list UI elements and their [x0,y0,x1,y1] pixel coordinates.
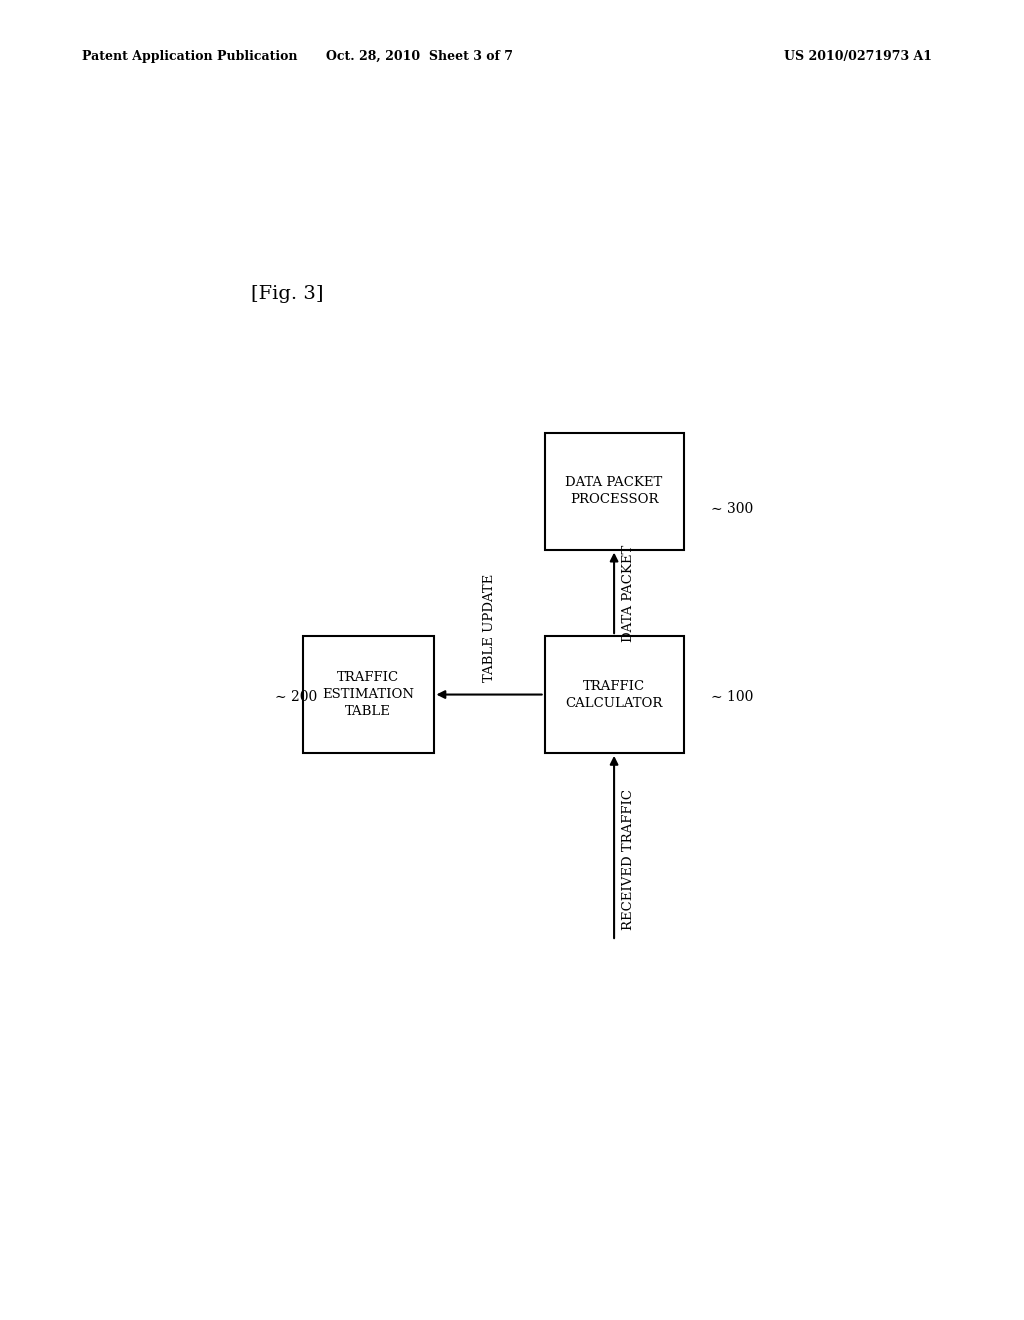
Text: Oct. 28, 2010  Sheet 3 of 7: Oct. 28, 2010 Sheet 3 of 7 [327,50,513,63]
Text: TRAFFIC
ESTIMATION
TABLE: TRAFFIC ESTIMATION TABLE [323,671,414,718]
Text: TRAFFIC
CALCULATOR: TRAFFIC CALCULATOR [565,680,663,710]
Text: ∼ 100: ∼ 100 [712,690,754,704]
Text: US 2010/0271973 A1: US 2010/0271973 A1 [783,50,932,63]
Bar [545,433,684,549]
Text: DATA PACKET
PROCESSOR: DATA PACKET PROCESSOR [565,477,663,507]
Text: DATA PACKET: DATA PACKET [622,545,635,642]
Bar [303,636,433,752]
Text: ∼ 200: ∼ 200 [274,690,317,704]
Text: TABLE UPDATE: TABLE UPDATE [482,574,496,682]
Text: Patent Application Publication: Patent Application Publication [82,50,297,63]
Text: RECEIVED TRAFFIC: RECEIVED TRAFFIC [622,789,635,931]
Text: ∼ 300: ∼ 300 [712,502,754,516]
Bar [545,636,684,752]
Text: [Fig. 3]: [Fig. 3] [251,285,324,304]
